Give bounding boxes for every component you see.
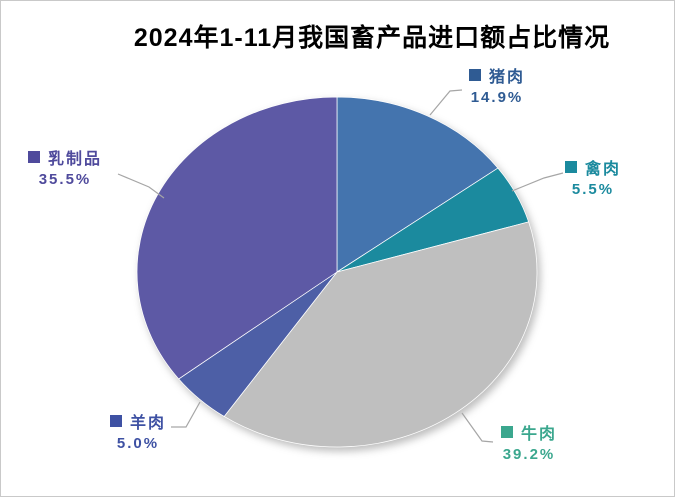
legend-marker-mutton [109,415,122,427]
legend-marker-poultry [564,161,577,173]
slice-name: 乳制品 [47,151,102,168]
slice-name: 猪肉 [488,69,525,86]
leader-line-mutton [171,401,201,428]
leader-line-dairy [117,173,165,199]
slice-percent: 39.2% [502,446,556,463]
chart-title: 2024年1-11月我国畜产品进口额占比情况 [133,24,611,52]
slice-label-dairy: 乳制品 35.5% [13,145,117,188]
leader-line-beef [461,412,494,443]
slice-percent: 5.0% [116,435,160,452]
leader-line-poultry [511,172,564,192]
legend-marker-dairy [27,151,40,163]
slice-percent: 5.5% [571,181,615,198]
slice-name: 羊肉 [129,415,166,432]
leader-line-pork [429,89,463,116]
slice-label-poultry: 禽肉 5.5% [549,155,637,198]
slice-percent: 35.5% [38,171,92,188]
pie-slice-pork [336,96,499,273]
legend-marker-pork [468,69,481,81]
slice-name: 禽肉 [584,161,621,178]
slice-percent: 14.9% [470,89,524,106]
slice-label-mutton: 羊肉 5.0% [93,409,183,452]
slice-label-beef: 牛肉 39.2% [479,420,579,463]
slice-label-pork: 猪肉 14.9% [449,63,545,106]
slice-name: 牛肉 [520,426,557,443]
pie-slice-dairy [136,96,338,380]
legend-marker-beef [500,426,513,438]
pie-slice-beef [223,221,538,448]
